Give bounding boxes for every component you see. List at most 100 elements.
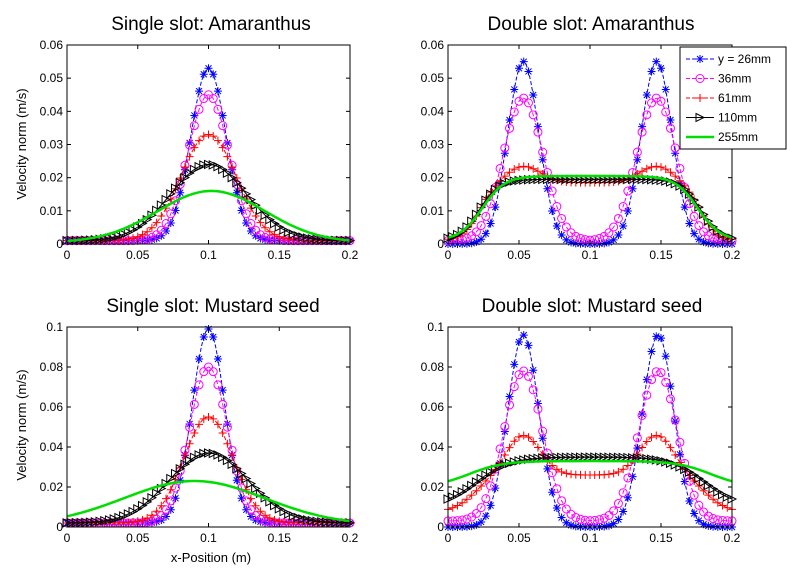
data-point [317,234,327,245]
data-point [557,496,567,506]
y-tick-label: 0.06 [421,400,445,414]
data-point [166,209,176,219]
data-point [722,231,733,242]
x-tick-label: 0.1 [582,531,599,545]
data-point [713,498,722,507]
data-point [162,494,171,503]
data-point [614,231,623,240]
data-point [170,468,181,479]
data-point [317,517,327,527]
data-point [524,433,533,442]
data-point [241,189,252,199]
data-point [208,160,219,170]
data-point [548,206,557,215]
data-point [557,467,566,476]
data-point [638,167,647,176]
data-point [138,236,147,245]
data-point [199,132,208,141]
plot-area: 0 0.05 0.1 0.15 0.2 0 0.02 0.04 0.06 0.08 0.1 [40,320,359,545]
data-point [566,509,576,519]
data-point [270,218,280,229]
data-point [599,452,610,462]
data-point [326,517,337,528]
data-point [147,492,158,503]
data-point [609,506,619,516]
series-36mm [443,366,737,526]
data-point [180,163,189,172]
data-point [138,515,147,524]
data-point [718,501,727,510]
axes-frame [66,44,351,245]
data-point [471,227,481,237]
data-point [609,235,618,244]
data-point [548,461,557,470]
data-point [709,495,718,504]
data-point [293,512,304,523]
data-point [519,57,528,66]
y-tick-label: 0.04 [40,440,64,454]
data-point [232,476,241,485]
data-point [524,67,533,76]
x-tick-label: 0 [64,248,71,262]
data-point [208,94,218,104]
data-point [190,428,199,437]
data-point [270,500,280,511]
data-point [652,162,661,171]
data-point [533,167,542,176]
data-point [566,174,577,185]
data-point [147,232,157,242]
series-y-26mm [444,331,736,531]
panel-title: Single slot: Amaranthus [111,14,311,35]
data-point [509,382,519,392]
data-point [524,162,533,171]
data-point [452,489,463,500]
data-point [666,116,675,125]
data-point [661,165,670,174]
data-point [505,400,515,410]
data-point [713,487,723,497]
data-point [509,107,519,117]
data-point [538,426,548,436]
data-point [242,218,251,227]
data-point [209,332,218,341]
data-point [472,237,481,246]
data-point [166,189,176,199]
data-point [194,161,205,172]
data-point [647,98,657,108]
data-point [647,347,656,356]
data-point [628,184,637,193]
data-point [462,495,471,504]
data-point [129,234,138,243]
data-point [232,463,242,474]
data-point [515,64,523,73]
series-y-26mm [63,64,354,245]
data-point [694,516,703,525]
data-point [680,464,690,475]
x-tick-label: 0.15 [268,531,292,545]
data-point [204,159,214,170]
data-point [557,513,566,522]
x-tick-label: 0.05 [507,531,531,545]
data-point [619,221,628,230]
data-point [633,155,642,164]
data-point [533,127,543,137]
data-point [500,451,509,460]
data-point [594,174,605,185]
data-point [599,513,609,523]
data-point [161,194,172,205]
data-point [462,233,472,243]
data-point [133,232,142,241]
data-point [137,218,148,229]
data-point [274,222,285,232]
data-point [642,91,651,100]
data-point [95,516,106,527]
data-point [260,210,271,221]
data-point [538,434,547,443]
data-point [175,463,186,474]
data-point [680,477,689,486]
data-point [538,155,547,164]
data-point [510,165,519,174]
data-point [213,355,222,364]
data-point [228,451,237,460]
data-point [515,338,523,347]
